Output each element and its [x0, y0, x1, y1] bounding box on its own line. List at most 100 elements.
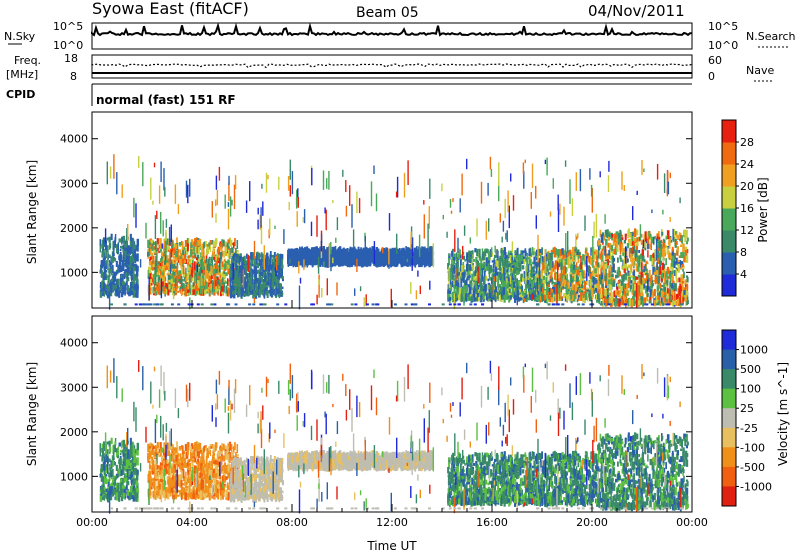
power-cell	[179, 280, 182, 283]
power-cell	[246, 278, 250, 286]
power-cell	[193, 241, 196, 248]
power-cell	[212, 241, 215, 248]
power-cell	[182, 249, 185, 256]
power-cell	[593, 271, 596, 276]
power-cell	[241, 291, 243, 295]
power-cell	[261, 272, 265, 278]
power-cell	[540, 293, 542, 300]
power-cell	[253, 266, 257, 272]
power-cell	[157, 282, 160, 292]
power-cell	[476, 279, 479, 284]
power-cell	[524, 248, 527, 257]
power-cell	[166, 245, 168, 252]
power-cell	[119, 288, 122, 294]
power-cell	[217, 252, 219, 261]
power-cell	[305, 246, 309, 254]
power-cell	[501, 267, 503, 274]
power-cell	[449, 277, 452, 285]
power-cell	[531, 290, 533, 295]
power-cell	[173, 287, 175, 296]
power-cell	[588, 293, 591, 300]
power-cell	[223, 251, 226, 258]
power-cell	[487, 263, 490, 271]
power-cell	[251, 289, 254, 295]
power-cell	[488, 259, 491, 263]
power-cell	[178, 271, 181, 279]
power-cell	[588, 287, 591, 290]
power-cell	[520, 273, 523, 282]
power-cell	[477, 253, 479, 258]
power-cell	[493, 292, 496, 300]
power-cell	[520, 254, 523, 262]
power-cell	[538, 248, 541, 256]
power-cell	[582, 293, 585, 298]
power-cell	[238, 289, 241, 297]
power-cell	[295, 249, 298, 253]
power-cell	[448, 253, 450, 257]
power-cell	[235, 288, 238, 291]
power-cell	[572, 246, 575, 256]
power-cell	[584, 255, 587, 261]
power-cell	[135, 276, 139, 282]
power-cell	[371, 258, 374, 262]
power-cell	[243, 292, 246, 297]
power-cell	[229, 279, 232, 288]
power-cell	[513, 259, 517, 262]
power-cell	[121, 236, 123, 245]
power-cell	[566, 251, 570, 257]
power-cell	[344, 258, 347, 266]
power-cell	[158, 245, 161, 249]
power-cell	[508, 250, 510, 258]
power-cell	[101, 280, 104, 289]
power-cell	[505, 284, 507, 292]
power-cell	[149, 275, 152, 284]
power-cell	[325, 259, 328, 268]
power-cell	[539, 249, 542, 253]
power-cell	[385, 258, 388, 263]
power-cell	[534, 276, 537, 283]
power-cell	[549, 257, 552, 264]
power-cell	[180, 276, 183, 283]
power-cell	[539, 276, 542, 285]
power-cell	[508, 295, 511, 303]
power-cell	[592, 260, 594, 268]
power-cell	[462, 275, 465, 283]
power-cell	[251, 278, 254, 284]
power-cell	[136, 244, 139, 252]
power-cell	[154, 241, 157, 249]
power-cell	[550, 273, 552, 277]
power-cell	[575, 282, 579, 286]
power-cell	[429, 254, 432, 257]
power-cell	[475, 291, 477, 298]
power-cell	[487, 292, 489, 298]
power-cell	[565, 278, 568, 285]
power-cell	[482, 285, 485, 292]
power-cell	[422, 251, 425, 260]
power-cell	[232, 290, 234, 295]
power-cell	[190, 248, 193, 258]
power-cell	[573, 252, 575, 260]
power-cell	[264, 275, 266, 282]
power-cell	[340, 256, 343, 260]
power-cell	[232, 280, 235, 289]
power-cell	[518, 280, 521, 287]
power-cell	[177, 285, 180, 289]
power-cell	[204, 270, 208, 279]
power-cell	[187, 243, 189, 252]
power-cell	[223, 259, 226, 262]
power-cell	[483, 296, 486, 300]
power-cell	[124, 248, 127, 254]
power-cell	[546, 264, 549, 272]
power-cell	[204, 262, 206, 272]
power-cell	[159, 287, 162, 296]
power-cell	[188, 280, 190, 290]
power-cell	[313, 260, 316, 265]
power-cell	[545, 276, 548, 284]
power-cell	[448, 290, 452, 294]
power-cell	[295, 259, 298, 267]
power-cell	[548, 272, 550, 275]
power-cell	[462, 255, 465, 260]
power-cell	[527, 297, 530, 301]
power-cell	[532, 267, 535, 272]
power-cell	[503, 260, 506, 268]
